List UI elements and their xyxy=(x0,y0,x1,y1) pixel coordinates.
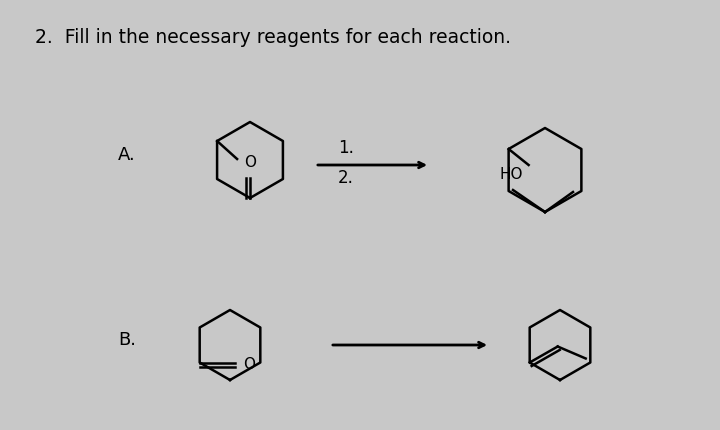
Text: 2.  Fill in the necessary reagents for each reaction.: 2. Fill in the necessary reagents for ea… xyxy=(35,28,511,47)
Text: HO: HO xyxy=(499,167,523,182)
Text: O: O xyxy=(244,155,256,170)
Text: A.: A. xyxy=(118,146,136,164)
Text: B.: B. xyxy=(118,331,136,349)
Text: O: O xyxy=(243,357,255,372)
Text: 1.: 1. xyxy=(338,139,354,157)
Text: 2.: 2. xyxy=(338,169,354,187)
